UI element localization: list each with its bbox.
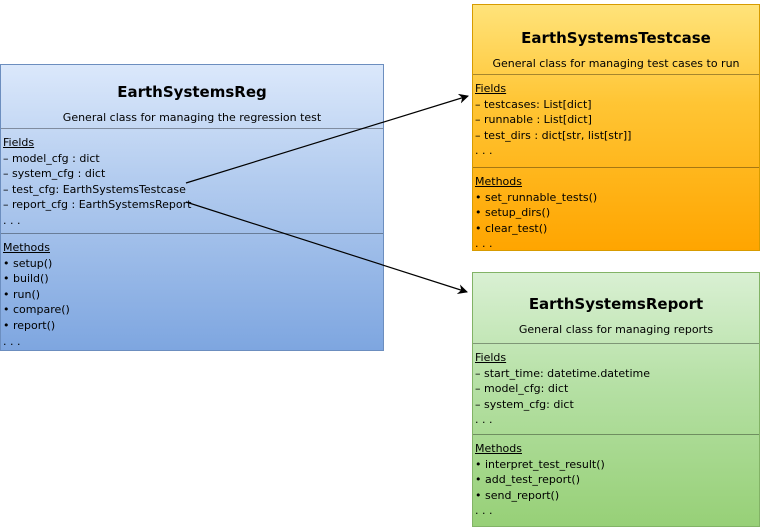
method-item: • compare() (3, 303, 70, 317)
divider (473, 167, 759, 168)
class-description: General class for managing test cases to… (492, 57, 740, 70)
method-item: • setup_dirs() (475, 206, 551, 220)
field-item: – test_cfg: EarthSystemsTestcase (3, 182, 186, 196)
field-item: – runnable : List[dict] (475, 113, 592, 127)
method-item: • add_test_report() (475, 473, 580, 487)
fields-label: Fields (3, 136, 35, 149)
method-item: • interpret_test_result() (475, 457, 605, 471)
field-ellipsis: . . . (475, 413, 493, 427)
class-title: EarthSystemsTestcase (521, 29, 711, 47)
fields-section: Fields – start_time: datetime.datetime –… (473, 344, 759, 434)
field-item: – system_cfg: dict (475, 397, 574, 411)
methods-section: Methods • interpret_test_result() • add_… (473, 435, 759, 519)
methods-label: Methods (475, 175, 522, 188)
method-item: • setup() (3, 256, 53, 270)
field-item: – system_cfg : dict (3, 167, 106, 181)
method-item: • send_report() (475, 488, 560, 502)
class-header: EarthSystemsReport General class for man… (473, 273, 759, 343)
field-item: – report_cfg : EarthSystemsReport (3, 198, 192, 212)
methods-label: Methods (475, 442, 522, 455)
association-arrow-report (185, 201, 468, 295)
association-arrow-testcase (185, 93, 469, 184)
methods-label: Methods (3, 241, 50, 254)
method-item: • clear_test() (475, 221, 548, 235)
method-ellipsis: . . . (475, 504, 493, 518)
field-ellipsis: . . . (3, 213, 21, 227)
fields-label: Fields (475, 351, 507, 364)
field-item: – test_dirs : dict[str, list[str]] (475, 128, 632, 142)
method-item: • build() (3, 272, 49, 286)
class-description: General class for managing the regressio… (62, 111, 322, 124)
field-item: – model_cfg: dict (475, 382, 569, 396)
divider (473, 434, 759, 435)
divider (1, 128, 383, 129)
class-box-earthsystemsreg: EarthSystemsReg General class for managi… (0, 64, 384, 351)
method-ellipsis: . . . (475, 237, 493, 251)
field-item: – start_time: datetime.datetime (475, 366, 650, 380)
class-title: EarthSystemsReport (528, 295, 704, 313)
class-header: EarthSystemsReg General class for managi… (1, 65, 383, 128)
method-ellipsis: . . . (3, 334, 21, 348)
methods-section: Methods • set_runnable_tests() • setup_d… (473, 168, 759, 252)
methods-section: Methods • setup() • build() • run() • co… (1, 234, 383, 349)
field-ellipsis: . . . (475, 144, 493, 158)
method-item: • set_runnable_tests() (475, 190, 598, 204)
fields-section: Fields – model_cfg : dict – system_cfg :… (1, 129, 383, 233)
field-item: – model_cfg : dict (3, 151, 100, 165)
class-box-earthsystemstestcase: EarthSystemsTestcase General class for m… (472, 4, 760, 251)
field-item: – testcases: List[dict] (475, 97, 592, 111)
method-item: • report() (3, 318, 56, 332)
class-box-earthsystemsreport: EarthSystemsReport General class for man… (472, 272, 760, 527)
method-item: • run() (3, 287, 41, 301)
fields-section: Fields – testcases: List[dict] – runnabl… (473, 75, 759, 167)
fields-label: Fields (475, 82, 507, 95)
class-description: General class for managing reports (518, 323, 714, 336)
class-header: EarthSystemsTestcase General class for m… (473, 5, 759, 74)
divider (1, 233, 383, 234)
divider (473, 343, 759, 344)
divider (473, 74, 759, 75)
class-title: EarthSystemsReg (117, 83, 267, 101)
